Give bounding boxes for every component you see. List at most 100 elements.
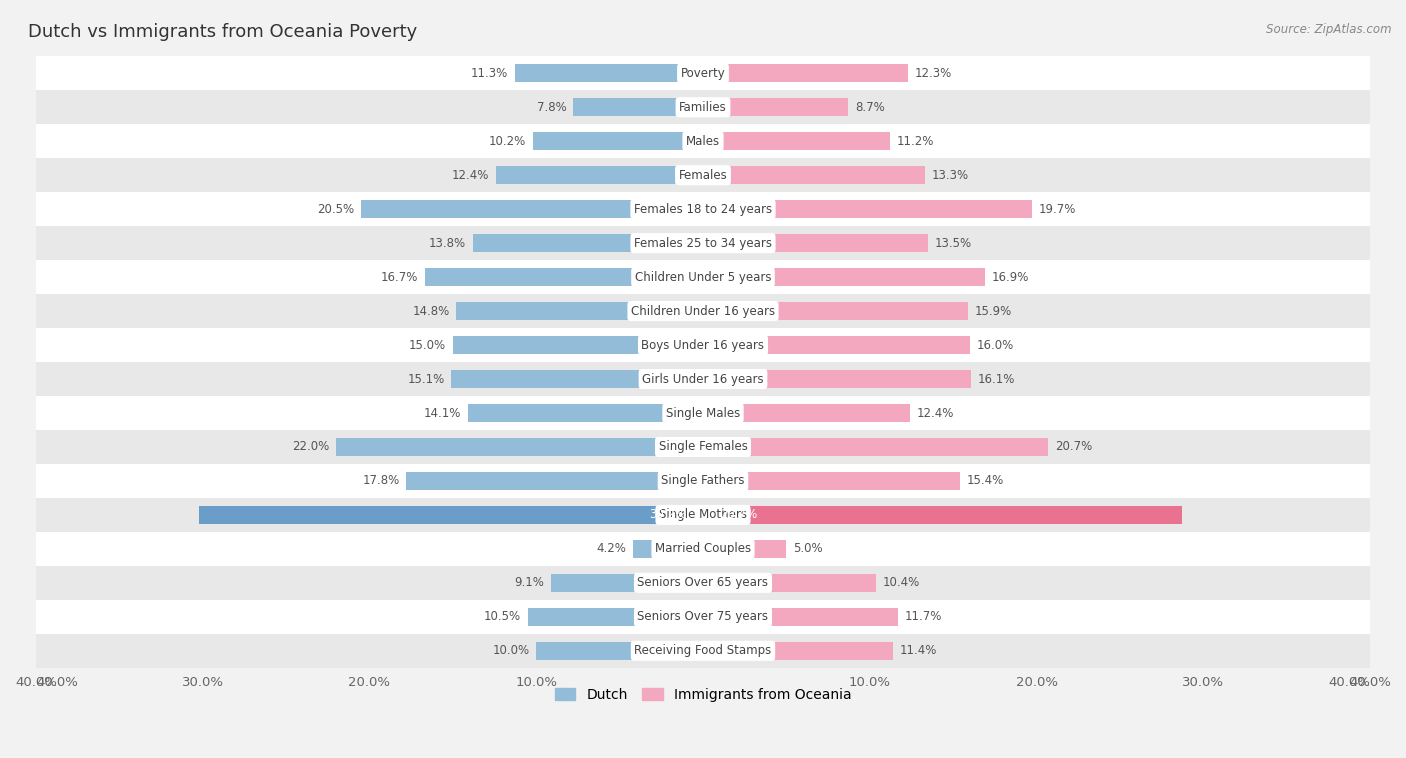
Bar <box>703 404 910 422</box>
Text: 40.0%: 40.0% <box>37 676 77 689</box>
Bar <box>703 166 925 184</box>
Text: 10.5%: 10.5% <box>484 610 522 623</box>
Text: Source: ZipAtlas.com: Source: ZipAtlas.com <box>1267 23 1392 36</box>
Text: Females 25 to 34 years: Females 25 to 34 years <box>634 236 772 249</box>
Text: 10.0%: 10.0% <box>492 644 530 657</box>
Text: Males: Males <box>686 135 720 148</box>
Bar <box>527 608 703 625</box>
Text: 19.7%: 19.7% <box>1038 202 1076 216</box>
Text: Single Males: Single Males <box>666 406 740 419</box>
Bar <box>633 540 703 558</box>
Bar <box>515 64 703 82</box>
Text: 10.2%: 10.2% <box>489 135 526 148</box>
Bar <box>703 370 972 388</box>
Bar <box>37 124 1369 158</box>
Bar <box>468 404 703 422</box>
Bar <box>703 200 1032 218</box>
Text: 16.0%: 16.0% <box>977 339 1014 352</box>
Text: 30.2%: 30.2% <box>650 509 686 522</box>
Bar <box>37 634 1369 668</box>
Text: Seniors Over 65 years: Seniors Over 65 years <box>637 576 769 590</box>
Bar <box>37 56 1369 90</box>
Bar <box>37 362 1369 396</box>
Text: Females: Females <box>679 169 727 182</box>
Bar <box>336 438 703 456</box>
Text: Females 18 to 24 years: Females 18 to 24 years <box>634 202 772 216</box>
Text: 11.3%: 11.3% <box>471 67 508 80</box>
Bar <box>37 498 1369 532</box>
Bar <box>37 532 1369 566</box>
Bar <box>703 438 1049 456</box>
Text: 13.5%: 13.5% <box>935 236 972 249</box>
Bar <box>37 464 1369 498</box>
Text: 16.1%: 16.1% <box>979 372 1015 386</box>
Bar <box>703 99 848 116</box>
Text: 15.0%: 15.0% <box>409 339 446 352</box>
Text: Seniors Over 75 years: Seniors Over 75 years <box>637 610 769 623</box>
Bar <box>703 574 876 592</box>
Text: 10.4%: 10.4% <box>883 576 921 590</box>
Bar <box>496 166 703 184</box>
Bar <box>703 472 960 490</box>
Text: 17.8%: 17.8% <box>363 475 399 487</box>
Bar <box>703 268 984 286</box>
Bar <box>406 472 703 490</box>
Bar <box>37 328 1369 362</box>
Bar <box>472 234 703 252</box>
Bar <box>37 193 1369 226</box>
Bar <box>37 226 1369 260</box>
Text: 15.4%: 15.4% <box>966 475 1004 487</box>
Text: 9.1%: 9.1% <box>515 576 544 590</box>
Text: Children Under 16 years: Children Under 16 years <box>631 305 775 318</box>
Bar <box>37 430 1369 464</box>
Bar <box>37 566 1369 600</box>
Text: 13.3%: 13.3% <box>931 169 969 182</box>
Text: 12.4%: 12.4% <box>917 406 953 419</box>
Text: 40.0%: 40.0% <box>1329 676 1369 689</box>
Text: 12.3%: 12.3% <box>915 67 952 80</box>
Bar <box>451 370 703 388</box>
Bar <box>456 302 703 320</box>
Bar <box>425 268 703 286</box>
Text: Single Mothers: Single Mothers <box>659 509 747 522</box>
Text: 28.7%: 28.7% <box>720 509 756 522</box>
Bar <box>703 133 890 150</box>
Bar <box>551 574 703 592</box>
Text: 16.9%: 16.9% <box>991 271 1029 283</box>
Text: Married Couples: Married Couples <box>655 543 751 556</box>
Text: 16.7%: 16.7% <box>381 271 418 283</box>
Bar <box>703 608 898 625</box>
Bar <box>361 200 703 218</box>
Bar <box>37 90 1369 124</box>
Text: 7.8%: 7.8% <box>537 101 567 114</box>
Text: Families: Families <box>679 101 727 114</box>
Text: 4.2%: 4.2% <box>596 543 626 556</box>
Text: 12.4%: 12.4% <box>453 169 489 182</box>
Text: Receiving Food Stamps: Receiving Food Stamps <box>634 644 772 657</box>
Text: 8.7%: 8.7% <box>855 101 884 114</box>
Bar <box>37 260 1369 294</box>
Bar <box>37 158 1369 193</box>
Bar <box>37 294 1369 328</box>
Bar <box>572 99 703 116</box>
Bar <box>703 64 908 82</box>
Bar <box>703 337 970 354</box>
Text: Girls Under 16 years: Girls Under 16 years <box>643 372 763 386</box>
Bar <box>703 540 786 558</box>
Text: 14.1%: 14.1% <box>423 406 461 419</box>
Bar <box>37 396 1369 430</box>
Text: Dutch vs Immigrants from Oceania Poverty: Dutch vs Immigrants from Oceania Poverty <box>28 23 418 41</box>
Bar <box>703 642 893 659</box>
Bar <box>536 642 703 659</box>
Text: 22.0%: 22.0% <box>292 440 329 453</box>
Bar <box>453 337 703 354</box>
Bar <box>703 302 969 320</box>
Text: 15.1%: 15.1% <box>408 372 444 386</box>
Text: 11.7%: 11.7% <box>905 610 942 623</box>
Bar <box>703 234 928 252</box>
Text: Single Females: Single Females <box>658 440 748 453</box>
Text: 11.4%: 11.4% <box>900 644 938 657</box>
Bar <box>37 600 1369 634</box>
Text: 13.8%: 13.8% <box>429 236 467 249</box>
Text: Poverty: Poverty <box>681 67 725 80</box>
